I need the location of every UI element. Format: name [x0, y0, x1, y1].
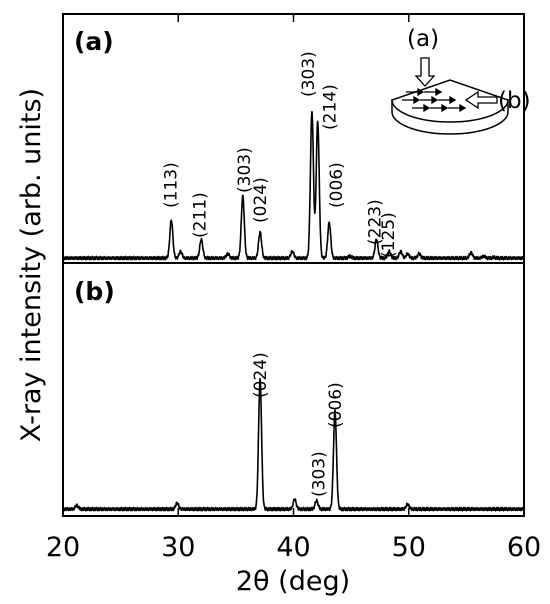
xrd-trace-panel-b: [62, 377, 525, 512]
peak-label: (125): [379, 212, 399, 258]
peak-label: (024): [251, 177, 271, 223]
peak-annotations: (113)(211)(303)(024)(303)(214)(006)(223)…: [161, 51, 399, 497]
inset-grain-arrows: [402, 87, 467, 113]
inset-label-a: (a): [407, 26, 439, 52]
x-tick-label-40: 40: [276, 532, 310, 563]
panel-b-label: (b): [74, 277, 115, 306]
x-axis-title: 2θ (deg): [236, 566, 350, 597]
inset-sample-schematic: (a) (b): [391, 26, 531, 135]
inset-arrow-b: [464, 90, 498, 110]
panel-a-label: (a): [74, 27, 114, 56]
peak-label: (006): [326, 382, 346, 428]
x-axis-tick-labels: 20 30 40 50 60: [46, 532, 541, 563]
x-tick-label-20: 20: [46, 532, 80, 563]
peak-label: (113): [161, 162, 181, 208]
x-tick-label-50: 50: [392, 532, 426, 563]
peak-label: (303): [310, 451, 330, 497]
peak-label: (303): [235, 147, 255, 193]
peak-label: (223): [366, 199, 386, 245]
peak-label: (211): [190, 192, 210, 238]
peak-label: (024): [251, 352, 271, 398]
inset-arrow-a: [414, 57, 436, 87]
xrd-trace-panel-a: [62, 110, 525, 261]
x-tick-label-30: 30: [161, 532, 195, 563]
x-tick-label-60: 60: [507, 532, 541, 563]
peak-label: (006): [327, 162, 347, 208]
peak-label: (214): [321, 84, 341, 130]
peak-label: (303): [299, 51, 319, 97]
y-axis-title: X-ray intensity (arb. units): [16, 88, 47, 442]
inset-label-b: (b): [498, 88, 531, 114]
